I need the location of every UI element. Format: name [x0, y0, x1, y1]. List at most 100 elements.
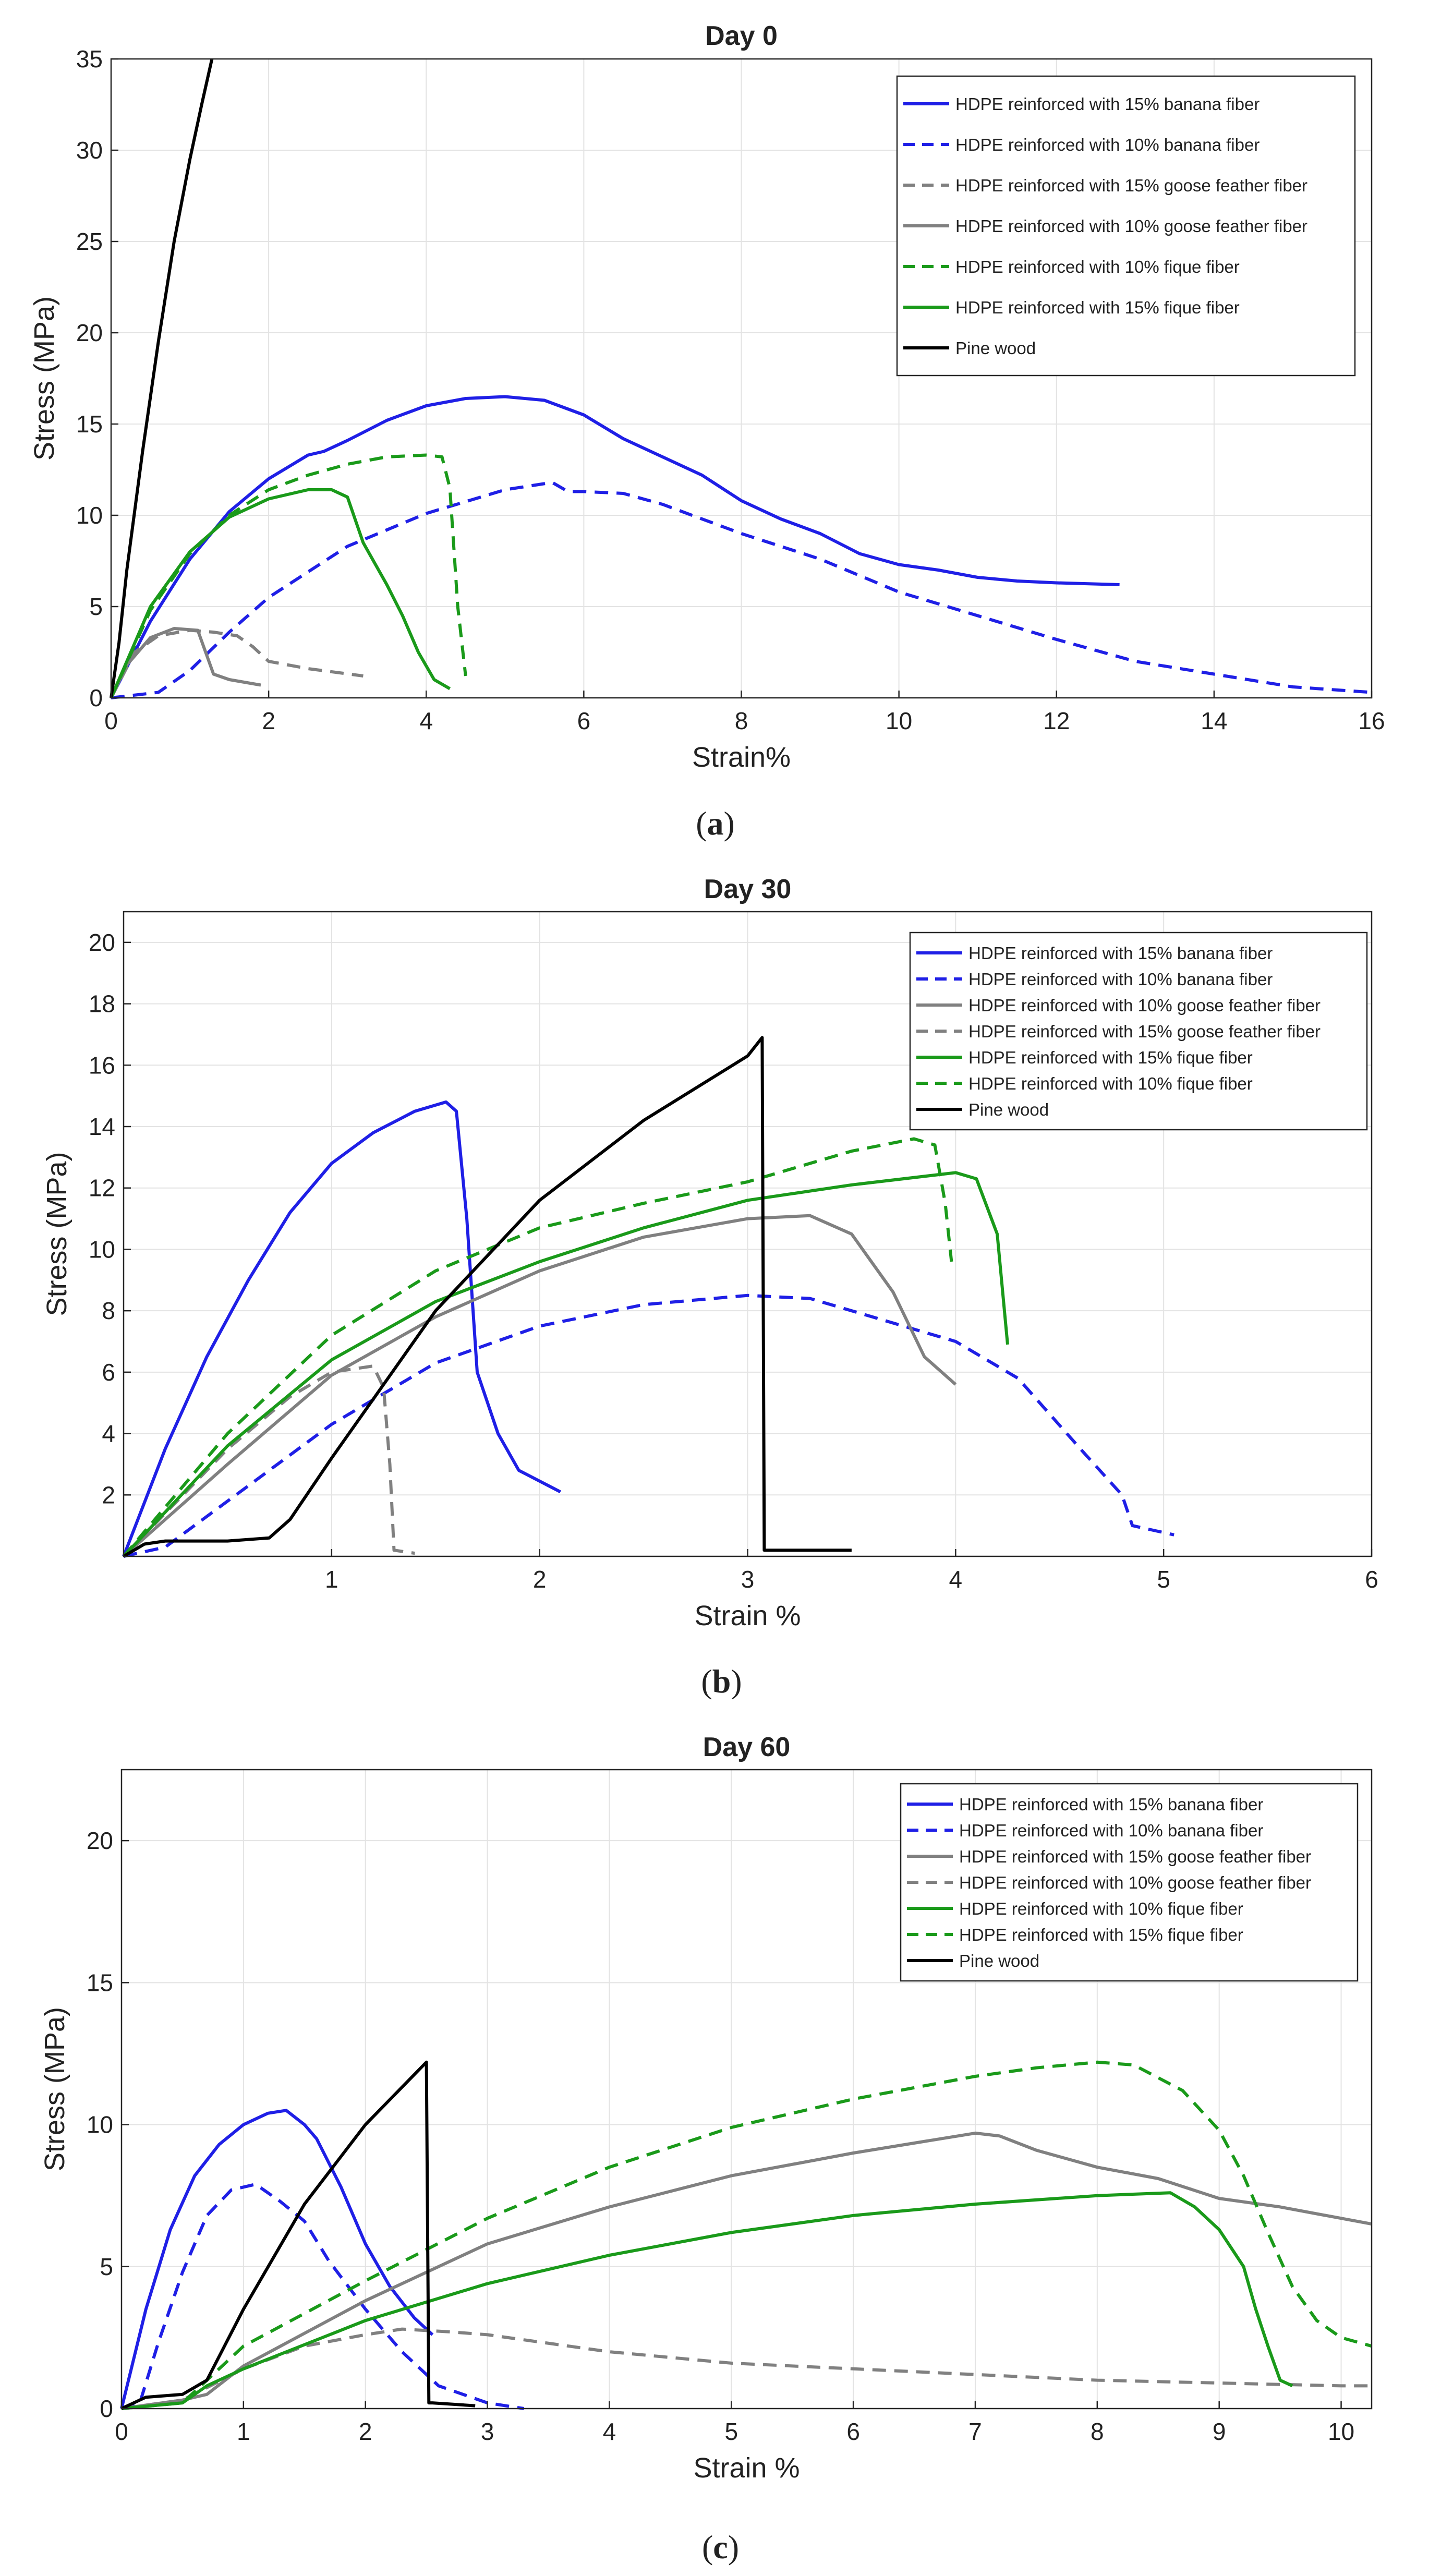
- y-axis-label: Stress (MPa): [41, 1152, 72, 1316]
- caption-letter: a: [707, 805, 724, 842]
- legend-box: [896, 75, 1356, 377]
- x-tick-label: 12: [1043, 707, 1070, 734]
- legend-entry: HDPE reinforced with 10% fique fiber: [968, 1074, 1253, 1093]
- x-tick-label: 10: [886, 707, 912, 734]
- y-tick-label: 16: [89, 1051, 115, 1079]
- x-tick-label: 14: [1201, 707, 1227, 734]
- legend-entry: HDPE reinforced with 10% banana fiber: [968, 970, 1273, 989]
- series-line-2: [121, 2182, 525, 2410]
- x-tick-label: 1: [237, 2418, 250, 2445]
- legend-box: [909, 932, 1368, 1131]
- y-tick-label: 35: [76, 45, 103, 72]
- legend-entry: HDPE reinforced with 15% goose feather f…: [968, 1022, 1321, 1041]
- y-axis-label: Stress (MPa): [29, 296, 60, 461]
- x-tick-label: 8: [735, 707, 748, 734]
- legend-entry: Pine wood: [968, 1100, 1049, 1119]
- series-line-2: [123, 1293, 1174, 1558]
- caption-close: ): [724, 805, 735, 842]
- legend-entry: HDPE reinforced with 15% banana fiber: [968, 944, 1273, 963]
- series-line-1: [120, 2109, 434, 2409]
- legend-entry: Pine wood: [955, 338, 1036, 358]
- y-tick-label: 25: [76, 228, 103, 255]
- y-tick-label: 15: [76, 410, 103, 438]
- series-line-7: [120, 2060, 476, 2410]
- legend-entry: HDPE reinforced with 15% banana fiber: [959, 1795, 1263, 1814]
- y-tick-label: 5: [100, 2253, 113, 2280]
- y-tick-label: 0: [89, 684, 103, 711]
- y-tick-label: 10: [89, 1236, 115, 1263]
- legend-entry: HDPE reinforced with 15% goose feather f…: [955, 176, 1307, 195]
- chart-1: 0 2 4 6 8 10 12 14 16 0 5 10 15 20 25 30 35 Day 0 Strain% S…: [29, 21, 1385, 842]
- series-line-4: [122, 1364, 415, 1558]
- x-tick-label: 5: [724, 2418, 738, 2445]
- series-line-1: [122, 1100, 561, 1557]
- series-line-5: [122, 1171, 1009, 1558]
- chart-title: Day 60: [703, 1732, 791, 1762]
- legend-entry: HDPE reinforced with 10% banana fiber: [955, 135, 1260, 154]
- tick-labels: 0 1 2 3 4 5 6 7 8 9 10 0 5 10 15 20: [87, 1827, 1354, 2445]
- legend-box: [900, 1783, 1359, 1982]
- legend-entry: HDPE reinforced with 10% fique fiber: [955, 257, 1240, 276]
- series-line-1: [110, 395, 1120, 699]
- legend-entry: HDPE reinforced with 15% goose feather f…: [959, 1847, 1311, 1866]
- y-tick-label: 30: [76, 137, 103, 164]
- x-tick-label: 0: [104, 707, 118, 734]
- x-tick-label: 0: [115, 2418, 128, 2445]
- y-tick-label: 12: [89, 1175, 115, 1202]
- chart-title: Day 30: [704, 874, 792, 904]
- x-axis-label: Strain %: [693, 2452, 800, 2484]
- y-tick-label: 14: [89, 1113, 115, 1140]
- x-axis-label: Strain %: [694, 1600, 801, 1631]
- y-tick-label: 10: [87, 2111, 113, 2138]
- y-tick-label: 0: [100, 2395, 113, 2422]
- y-tick-label: 5: [89, 593, 103, 620]
- legend-entry: HDPE reinforced with 10% goose feather f…: [955, 216, 1307, 236]
- legend: HDPE reinforced with 15% banana fiber HDP…: [909, 932, 1368, 1131]
- x-tick-label: 2: [359, 2418, 372, 2445]
- x-tick-label: 5: [1157, 1566, 1170, 1593]
- caption-close: ): [731, 1663, 742, 1700]
- legend-entry: HDPE reinforced with 15% banana fiber: [955, 94, 1260, 114]
- y-tick-label: 20: [76, 319, 103, 346]
- legend-entry: HDPE reinforced with 10% fique fiber: [959, 1899, 1243, 1918]
- series-line-2: [111, 481, 1372, 699]
- x-tick-label: 1: [325, 1566, 338, 1593]
- x-tick-label: 7: [968, 2418, 982, 2445]
- caption-letter: b: [712, 1663, 731, 1700]
- caption-open: (: [702, 2529, 713, 2566]
- x-tick-label: 6: [577, 707, 591, 734]
- legend-entry: HDPE reinforced with 10% goose feather f…: [968, 996, 1321, 1015]
- legend-entry: HDPE reinforced with 15% fique fiber: [968, 1048, 1253, 1067]
- y-tick-label: 18: [89, 990, 115, 1018]
- figure-caption: (a): [696, 805, 735, 842]
- tick-labels: 0 2 4 6 8 10 12 14 16 0 5 10 15 20 25 30 35: [76, 45, 1385, 734]
- x-tick-label: 6: [846, 2418, 860, 2445]
- legend-entry: HDPE reinforced with 10% banana fiber: [959, 1821, 1263, 1840]
- series-line-6: [121, 2060, 1372, 2410]
- x-tick-label: 4: [603, 2418, 616, 2445]
- y-tick-label: 6: [102, 1359, 115, 1386]
- y-tick-label: 20: [89, 929, 115, 956]
- x-tick-label: 4: [949, 1566, 963, 1593]
- legend-entry: HDPE reinforced with 15% fique fiber: [959, 1925, 1243, 1944]
- series-line-7: [110, 58, 214, 698]
- legend-entry: Pine wood: [959, 1951, 1039, 1970]
- y-tick-label: 15: [87, 1969, 113, 1996]
- x-tick-label: 8: [1091, 2418, 1104, 2445]
- y-tick-label: 4: [102, 1420, 115, 1447]
- x-tick-label: 6: [1365, 1566, 1378, 1593]
- x-tick-label: 16: [1358, 707, 1385, 734]
- series-line-5: [121, 2191, 1293, 2410]
- chart-title: Day 0: [705, 21, 778, 51]
- y-axis-label: Stress (MPa): [39, 2007, 70, 2171]
- caption-close: ): [728, 2529, 739, 2566]
- chart-3: 0 1 2 3 4 5 6 7 8 9 10 0 5 10 15 20 Day 60 Strain % Stress…: [39, 1732, 1373, 2566]
- y-tick-label: 20: [87, 1827, 113, 1854]
- series-line-7: [123, 1036, 852, 1558]
- series-group: [120, 2060, 1372, 2410]
- series-group: [122, 1036, 1174, 1558]
- y-tick-label: 10: [76, 502, 103, 529]
- figure-caption: (b): [701, 1663, 742, 1700]
